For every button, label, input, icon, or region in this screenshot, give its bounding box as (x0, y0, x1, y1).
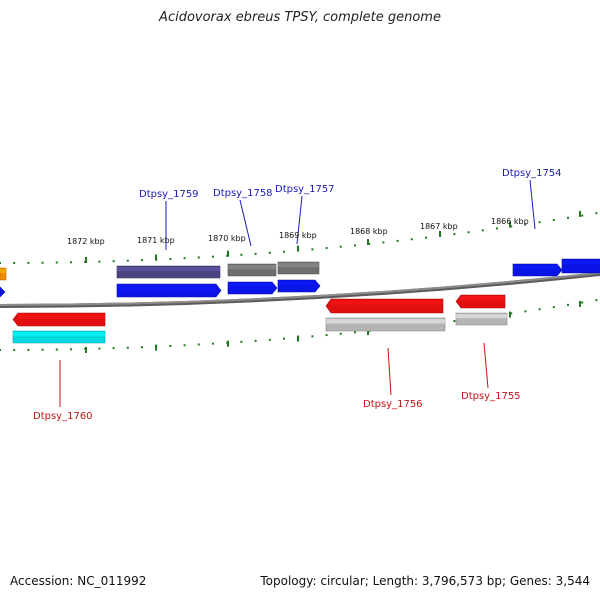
gene-bar-dtpsy-1758-outer (227, 263, 277, 277)
leader-dtpsy-1757 (296, 195, 303, 245)
gene-offscreen-left-blue-highlight (0, 288, 1, 292)
gene-offscreen-left-orange (0, 267, 7, 281)
gene-offscreen-left-orange-highlight (0, 269, 6, 274)
scale-label-1869: 1869 kbp (279, 231, 317, 240)
gene-label-dtpsy-1757[interactable]: Dtpsy_1757 (275, 184, 335, 195)
gene-bar-dtpsy-1759-outer (116, 265, 221, 279)
gene-arrow-dtpsy-1754-highlight (513, 265, 557, 270)
accession-text: Accession: NC_011992 (10, 574, 147, 588)
gene-arrow-dtpsy-1760 (12, 312, 106, 327)
gene-arrow-dtpsy-1754 (512, 263, 563, 277)
gene-bar-dtpsy-1757-outer (277, 261, 320, 275)
gene-offscreen-left-blue-body (0, 286, 6, 298)
label-leaders (59, 179, 536, 407)
gene-arrow-dtpsy-1758-highlight (228, 283, 272, 288)
gene-label-dtpsy-1759[interactable]: Dtpsy_1759 (139, 189, 199, 200)
genome-backbone (0, 272, 600, 308)
genome-summary-text: Topology: circular; Length: 3,796,573 bp… (260, 574, 590, 588)
gene-bar-dtpsy-1756-inner-highlight (326, 319, 445, 324)
gene-arrow-dtpsy-1755-highlight (461, 296, 505, 301)
gene-label-dtpsy-1758[interactable]: Dtpsy_1758 (213, 188, 273, 199)
gene-arrow-dtpsy-1756-highlight (331, 300, 443, 305)
scale-label-1866: 1866 kbp (491, 217, 529, 226)
gene-bar-dtpsy-1759-outer-highlight (117, 267, 220, 272)
scale-label-1870: 1870 kbp (208, 234, 246, 243)
gene-arrow-offscreen-right-highlight (562, 260, 600, 265)
gene-arrow-dtpsy-1758 (227, 281, 278, 295)
leader-dtpsy-1755 (483, 342, 489, 389)
leader-dtpsy-1754 (529, 179, 536, 230)
scale-ticks-top (0, 210, 598, 264)
gene-bar-dtpsy-1755-inner (455, 312, 508, 326)
gene-bar-dtpsy-1757-outer-highlight (278, 263, 319, 268)
gene-features (0, 258, 600, 344)
gene-label-dtpsy-1760[interactable]: Dtpsy_1760 (33, 411, 93, 422)
backbone-line (0, 272, 600, 306)
gene-label-dtpsy-1756[interactable]: Dtpsy_1756 (363, 399, 423, 410)
gene-label-dtpsy-1755[interactable]: Dtpsy_1755 (461, 391, 521, 402)
gene-bar-dtpsy-1756-inner (325, 317, 446, 332)
gene-bar-dtpsy-1758-outer-highlight (228, 265, 276, 270)
gene-arrow-dtpsy-1755 (455, 294, 506, 309)
gene-label-dtpsy-1754[interactable]: Dtpsy_1754 (502, 168, 562, 179)
gene-arrow-dtpsy-1757-highlight (278, 281, 315, 286)
scale-label-1868: 1868 kbp (350, 227, 388, 236)
gene-arrow-dtpsy-1757 (277, 279, 321, 293)
gene-arrow-dtpsy-1756 (325, 298, 444, 314)
leader-dtpsy-1756 (387, 347, 392, 396)
leader-dtpsy-1758 (239, 199, 252, 247)
gene-arrow-dtpsy-1760-highlight (18, 314, 105, 319)
scale-label-1872: 1872 kbp (67, 237, 105, 246)
gene-arrow-dtpsy-1759 (116, 283, 222, 298)
gene-arrow-offscreen-right (561, 258, 600, 274)
gene-bar-dtpsy-1760-inner (12, 330, 106, 344)
gene-bar-dtpsy-1760-inner-highlight (13, 332, 105, 337)
labels: 1872 kbp 1871 kbp 1870 kbp 1869 kbp 1868… (33, 168, 562, 422)
map-title: Acidovorax ebreus TPSY, complete genome (159, 10, 441, 25)
scale-label-1871: 1871 kbp (137, 236, 175, 245)
gene-arrow-dtpsy-1759-highlight (117, 285, 216, 290)
gene-bar-dtpsy-1755-inner-highlight (456, 314, 507, 319)
gene-offscreen-left-blue (0, 286, 6, 298)
scale-label-1867: 1867 kbp (420, 222, 458, 231)
